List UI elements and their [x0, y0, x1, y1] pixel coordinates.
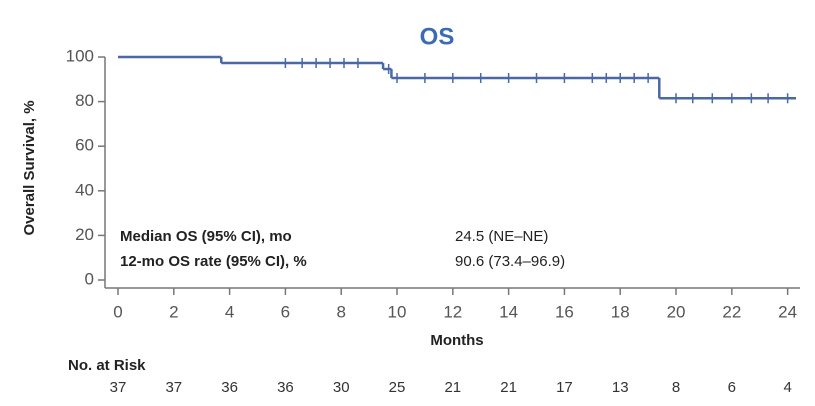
x-tick-label: 2 — [169, 302, 178, 321]
at-risk-title: No. at Risk — [68, 357, 146, 374]
annotation-value: 24.5 (NE–NE) — [455, 228, 548, 245]
at-risk-value: 4 — [783, 379, 791, 396]
x-tick-label: 18 — [611, 302, 630, 321]
at-risk-value: 13 — [612, 379, 629, 396]
x-tick-label: 12 — [443, 302, 462, 321]
x-tick-label: 20 — [667, 302, 686, 321]
annotation-label: Median OS (95% CI), mo — [120, 228, 292, 245]
y-tick-label: 20 — [75, 225, 94, 244]
annotation-label: 12-mo OS rate (95% CI), % — [120, 253, 307, 270]
at-risk-value: 36 — [221, 379, 238, 396]
y-tick-label: 0 — [85, 269, 94, 288]
y-tick-label: 80 — [75, 91, 94, 110]
x-tick-label: 0 — [113, 302, 122, 321]
y-axis-label: Overall Survival, % — [21, 100, 38, 235]
x-tick-label: 14 — [499, 302, 518, 321]
at-risk-value: 6 — [728, 379, 736, 396]
at-risk-value: 8 — [672, 379, 680, 396]
y-tick-label: 60 — [75, 136, 94, 155]
at-risk-value: 21 — [444, 379, 461, 396]
at-risk-value: 21 — [500, 379, 517, 396]
y-tick-label: 40 — [75, 180, 94, 199]
at-risk-value: 36 — [277, 379, 294, 396]
at-risk-value: 17 — [556, 379, 573, 396]
x-tick-label: 8 — [336, 302, 345, 321]
y-tick-label: 100 — [66, 46, 94, 65]
at-risk-value: 37 — [165, 379, 182, 396]
x-tick-label: 10 — [388, 302, 407, 321]
x-tick-label: 6 — [281, 302, 290, 321]
x-tick-label: 4 — [225, 302, 234, 321]
x-tick-label: 24 — [778, 302, 797, 321]
annotation-value: 90.6 (73.4–96.9) — [455, 253, 565, 270]
x-tick-label: 22 — [722, 302, 741, 321]
chart-title: OS — [420, 23, 455, 50]
x-axis-label: Months — [430, 332, 483, 349]
at-risk-value: 37 — [110, 379, 127, 396]
x-tick-label: 16 — [555, 302, 574, 321]
at-risk-value: 30 — [333, 379, 350, 396]
at-risk-value: 25 — [389, 379, 406, 396]
